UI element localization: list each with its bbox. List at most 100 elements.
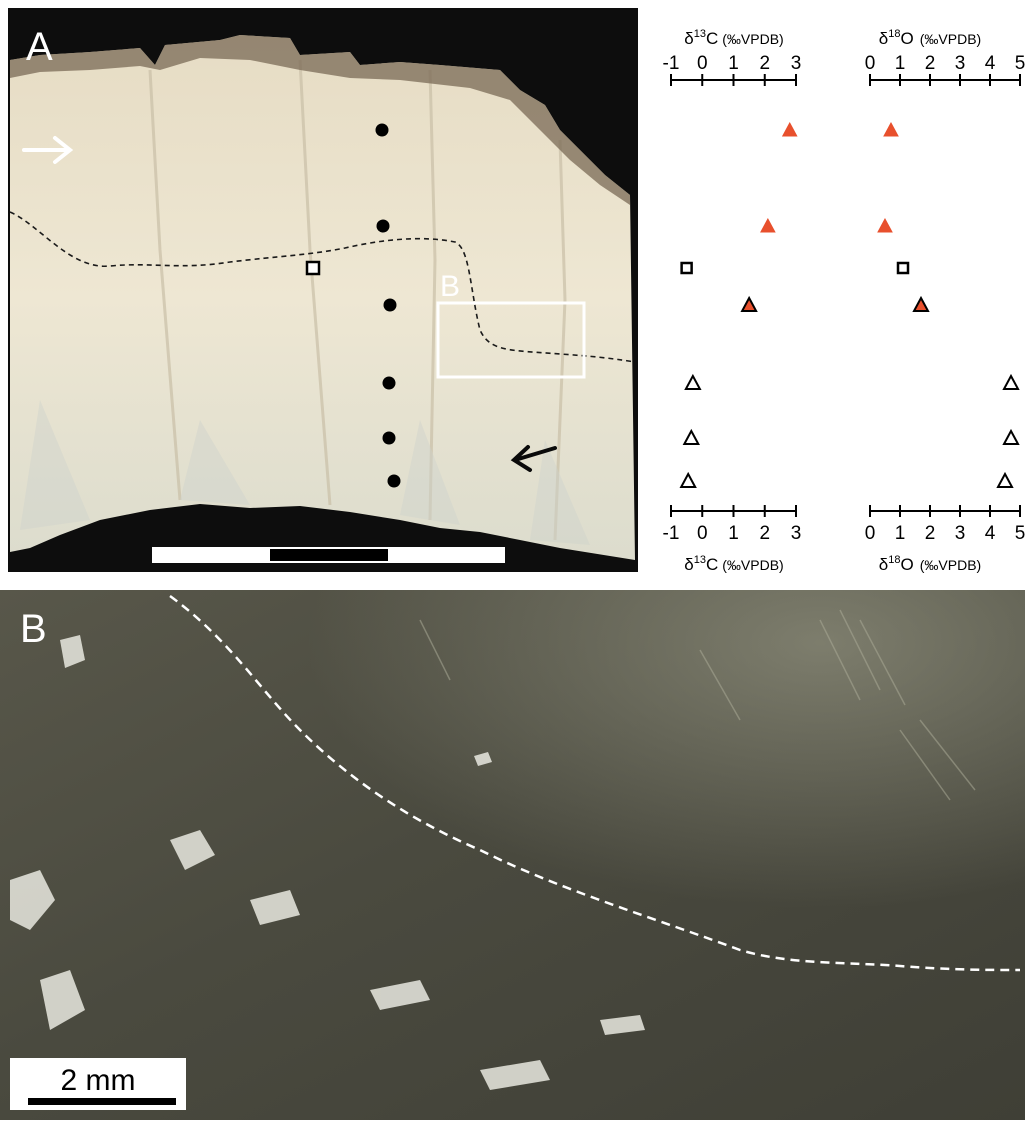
shade-region [180,420,250,505]
d13c-bottom-tick-label: 3 [791,523,802,544]
sample-site-dot [382,376,396,390]
d13c-top-unit: (‰VPDB) [722,31,783,47]
d18o-point-square [896,261,910,275]
crystal-fiber [899,729,951,801]
d18o-top-axis-title: δ18O (‰VPDB) [879,28,981,48]
d18o-bottom-tick-label: 0 [865,523,876,544]
a-scale-bar-segment [270,549,388,561]
crystal-fiber [839,609,881,691]
crystal-fiber [699,649,741,721]
d13c-point-triangle [682,428,700,445]
d13c-bottom-unit: (‰VPDB) [722,557,783,573]
coral-slab [10,35,635,560]
d18o-bottom-element: O [901,555,914,574]
d18o-top-tick-label: 5 [1015,53,1025,74]
d13c-bottom-sup: 13 [694,554,706,566]
shade-region [20,400,90,530]
panel-a-photo: B A [8,8,638,572]
sample-site-dot [383,298,397,312]
d13c-top-tick-label: 3 [791,53,802,74]
growth-band [553,139,567,541]
shade-region [400,420,460,525]
d18o-point-triangle [1002,428,1020,445]
b-scale-bar [28,1098,176,1105]
shade-region [530,440,590,545]
d18o-top-sup: 18 [888,28,900,40]
panel-b-highlight [0,590,1025,1120]
d18o-bottom-tick-label: 3 [955,523,966,544]
black-arrow [510,445,557,472]
top-crust [10,35,630,205]
d18o-point-triangle [883,121,899,137]
d13c-point-triangle [740,295,758,312]
d18o-bottom-unit: (‰VPDB) [920,557,981,573]
d13c-bottom-tick-label: 2 [759,523,770,544]
d13c-point-triangle [684,373,702,390]
d18o-bottom-sup: 18 [888,554,900,566]
diagenetic-boundary-b [169,594,1021,972]
panel-a-label: A [26,25,53,69]
d13c-chart: δ13C (‰VPDB) δ13C (‰VPDB) -1 0 1 2 3-1 0 1 2 3 [663,28,802,574]
bright-patch [170,830,215,870]
d13c-point-triangle [679,471,697,488]
white-arrow [22,136,74,164]
crystal-fiber [419,619,451,681]
inset-box-b [436,301,586,379]
sample-site-dot [387,474,401,488]
panel-b-photo: B 2 mm [0,590,1025,1120]
d18o-point-triangle [912,295,930,312]
crystal-fiber [819,619,861,701]
sample-site-dot [375,123,389,137]
d13c-top-tick-label: 2 [759,53,770,74]
d13c-bottom-element: C [706,555,718,574]
d13c-bottom-tick-label: 0 [697,523,708,544]
d18o-bottom-axis-title: δ18O (‰VPDB) [879,554,981,574]
sample-site-dot [376,219,390,233]
black-arrow-head [510,445,532,472]
d18o-top-tick-label: 0 [865,53,876,74]
fibrous-crystals [419,609,976,801]
b-scale-label: 2 mm [61,1064,136,1097]
sample-site-dot [382,431,396,445]
panel-b-label: B [20,607,47,651]
bright-patch [474,752,492,766]
bright-pore-patches [10,635,645,1090]
bright-patch [370,980,430,1010]
growth-band [428,69,437,521]
d18o-bottom-tick-label: 1 [895,523,906,544]
d13c-top-tick-label: 0 [697,53,708,74]
d13c-point-triangle [781,121,798,137]
sample-site-square [305,260,321,276]
d13c-top-element: C [706,29,718,48]
white-arrow-head [53,136,74,164]
sample-sites [305,123,401,488]
d18o-point-triangle [877,217,893,233]
lower-slab-shading [20,400,590,545]
d13c-bottom-tick-label: -1 [663,523,680,544]
d18o-top-element: O [901,29,914,48]
d13c-bottom-tick-label: 1 [728,523,739,544]
bright-patch [250,890,300,925]
bright-patch [60,635,85,668]
d18o-top-tick-label: 1 [895,53,906,74]
d13c-bottom-delta: δ [684,555,693,574]
d13c-point-square [680,261,693,275]
growth-band [148,69,182,501]
crystal-fiber [859,619,906,706]
d13c-top-axis-title: δ13C (‰VPDB) [684,28,783,48]
d18o-top-tick-label: 4 [985,53,996,74]
d18o-bottom-tick-label: 4 [985,523,996,544]
bright-patch [10,870,55,930]
d18o-top-tick-label: 3 [955,53,966,74]
d18o-bottom-tick-label: 5 [1015,523,1025,544]
d13c-bottom-axis-title: δ13C (‰VPDB) [684,554,783,574]
growth-band [298,59,332,506]
d13c-top-tick-label: 1 [728,53,739,74]
crystal-fiber [919,719,976,791]
d18o-bottom-delta: δ [879,555,888,574]
black-arrow-shaft [513,446,557,462]
bright-patch [480,1060,550,1090]
d18o-top-delta: δ [879,29,888,48]
